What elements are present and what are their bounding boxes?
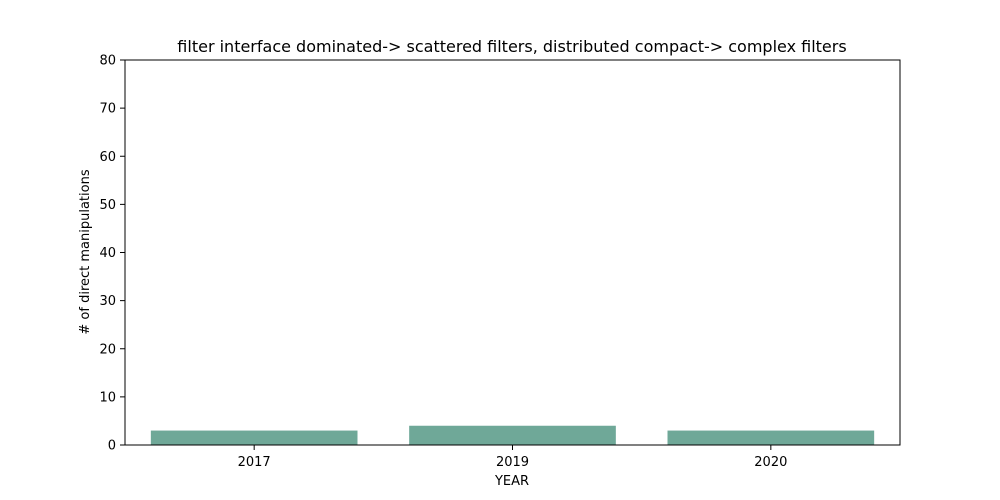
bars-group — [150, 425, 875, 445]
x-tick-label: 2017 — [238, 455, 271, 470]
x-tick-label: 2020 — [754, 455, 787, 470]
x-tick-label: 2019 — [496, 455, 529, 470]
plot-frame — [124, 59, 901, 446]
y-tick-label: 30 — [99, 294, 116, 309]
y-axis-label: # of direct manipulations — [78, 169, 93, 334]
y-tick-label: 0 — [108, 439, 116, 454]
y-axis: 0 10 20 30 40 50 60 70 80 — [99, 54, 125, 454]
x-axis-label: YEAR — [494, 474, 529, 489]
bar-2020 — [667, 430, 875, 445]
y-tick-label: 20 — [99, 342, 116, 357]
y-tick-label: 80 — [99, 54, 116, 69]
y-tick-label: 70 — [99, 102, 116, 117]
y-tick-label: 40 — [99, 246, 116, 261]
x-axis: 2017 2019 2020 — [238, 445, 787, 470]
bar-2017 — [150, 430, 358, 445]
y-tick-label: 50 — [99, 198, 116, 213]
bar-2019 — [409, 425, 616, 445]
y-tick-label: 10 — [99, 390, 116, 405]
y-tick-label: 60 — [99, 150, 116, 165]
chart-title: filter interface dominated-> scattered f… — [177, 37, 846, 56]
